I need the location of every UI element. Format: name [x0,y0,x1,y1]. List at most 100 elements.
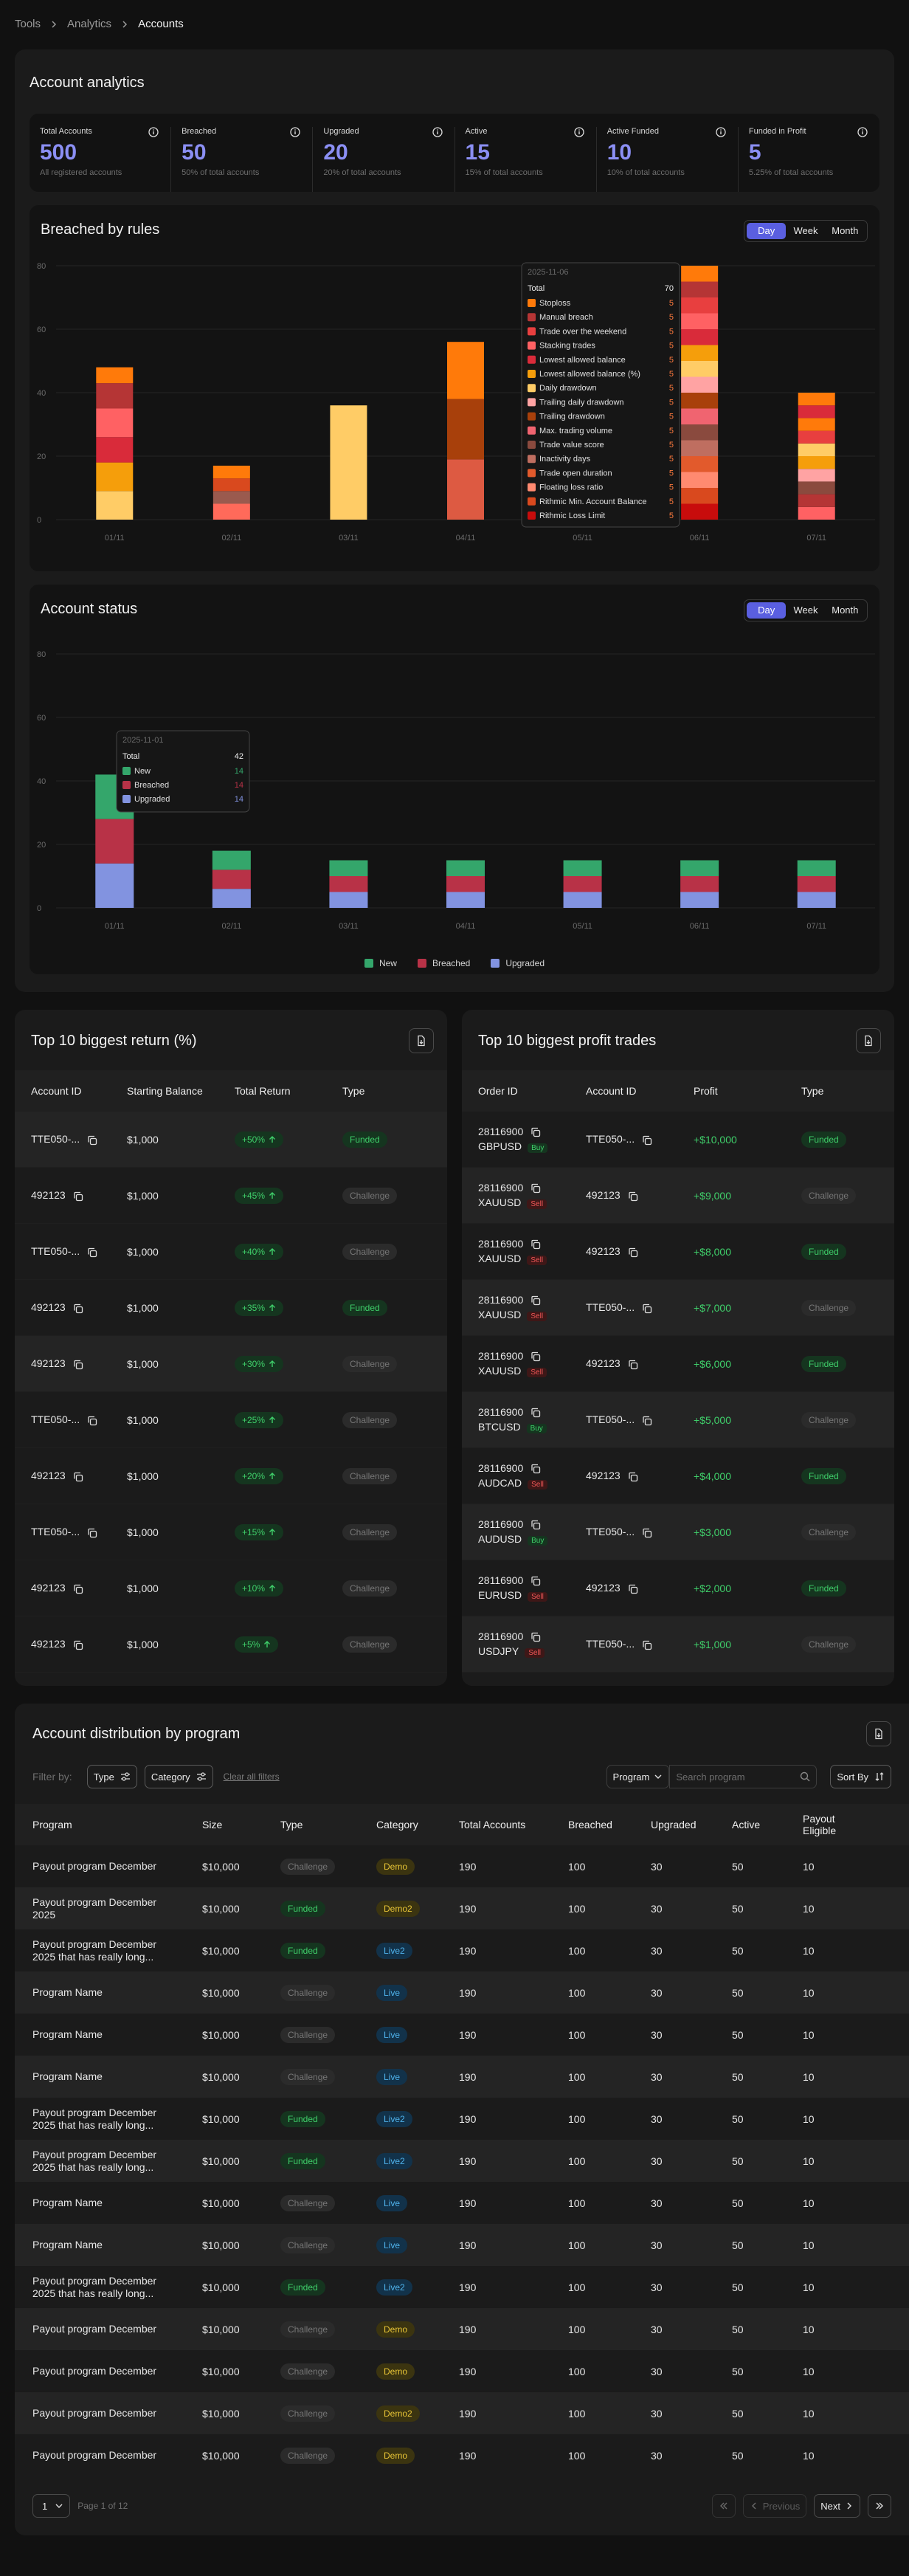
bar-segment[interactable] [681,472,719,489]
bar-segment[interactable] [329,892,368,909]
copy-icon[interactable] [642,1135,652,1146]
bar-segment[interactable] [680,860,719,877]
bar-segment[interactable] [681,376,719,393]
copy-icon[interactable] [530,1295,541,1306]
info-icon[interactable] [148,127,159,137]
breadcrumb-analytics[interactable]: Analytics [67,18,112,30]
search-input[interactable]: Search program [669,1765,818,1788]
bar-segment[interactable] [798,481,835,495]
bar-segment[interactable] [329,860,368,877]
bar-segment[interactable] [212,850,251,870]
copy-icon[interactable] [530,1351,541,1362]
bar-segment[interactable] [212,478,250,492]
copy-icon[interactable] [73,1584,83,1594]
bar-segment[interactable] [212,869,251,889]
info-icon[interactable] [290,127,300,137]
toggle-day[interactable]: Day [747,602,787,619]
info-icon[interactable] [432,127,443,137]
bar-segment[interactable] [797,860,836,877]
copy-icon[interactable] [73,1472,83,1482]
legend-item[interactable]: New [364,958,397,968]
bar-segment[interactable] [447,342,484,399]
bar-segment[interactable] [681,393,719,409]
legend-item[interactable]: Breached [417,958,470,968]
page-size-select[interactable]: 1 [32,2494,71,2518]
bar-segment[interactable] [681,361,719,377]
previous-button[interactable]: Previous [742,2494,807,2518]
bar-segment[interactable] [212,503,250,520]
bar-segment[interactable] [96,383,134,409]
bar-segment[interactable] [329,876,368,892]
program-select[interactable]: Program [606,1765,670,1788]
bar-segment[interactable] [447,459,484,520]
bar-segment[interactable] [681,329,719,345]
copy-icon[interactable] [628,1191,638,1202]
last-page-button[interactable] [868,2494,891,2518]
bar-segment[interactable] [681,313,719,330]
copy-icon[interactable] [642,1640,652,1650]
bar-segment[interactable] [798,405,835,419]
bar-segment[interactable] [681,266,719,282]
bar-segment[interactable] [95,819,134,864]
copy-icon[interactable] [628,1584,638,1594]
bar-segment[interactable] [681,408,719,425]
bar-segment[interactable] [681,345,719,362]
info-icon[interactable] [574,127,584,137]
bar-segment[interactable] [681,424,719,441]
info-icon[interactable] [857,127,868,137]
toggle-month[interactable]: Month [832,605,859,616]
copy-icon[interactable] [642,1528,652,1538]
bar-segment[interactable] [797,876,836,892]
bar-segment[interactable] [96,367,134,384]
bar-segment[interactable] [797,892,836,909]
copy-icon[interactable] [530,1464,541,1474]
bar-segment[interactable] [563,860,602,877]
copy-icon[interactable] [530,1632,541,1642]
copy-icon[interactable] [642,1304,652,1314]
bar-segment[interactable] [798,469,835,482]
toggle-week[interactable]: Week [793,225,818,236]
bar-segment[interactable] [96,462,134,492]
bar-segment[interactable] [798,430,835,444]
category-filter-button[interactable]: Category [144,1765,213,1788]
bar-segment[interactable] [681,456,719,472]
bar-segment[interactable] [563,892,602,909]
copy-icon[interactable] [628,1472,638,1482]
export-button[interactable] [856,1028,881,1053]
copy-icon[interactable] [530,1239,541,1250]
copy-icon[interactable] [530,1127,541,1137]
copy-icon[interactable] [87,1416,97,1426]
bar-segment[interactable] [95,863,134,908]
bar-segment[interactable] [680,876,719,892]
bar-segment[interactable] [681,503,719,520]
copy-icon[interactable] [628,1247,638,1258]
copy-icon[interactable] [87,1528,97,1538]
toggle-day[interactable]: Day [747,223,787,239]
bar-segment[interactable] [681,281,719,298]
bar-segment[interactable] [96,491,134,520]
bar-segment[interactable] [680,892,719,909]
type-filter-button[interactable]: Type [86,1765,137,1788]
copy-icon[interactable] [87,1135,97,1146]
copy-icon[interactable] [87,1247,97,1258]
bar-segment[interactable] [681,488,719,504]
copy-icon[interactable] [530,1576,541,1586]
breadcrumb-tools[interactable]: Tools [15,18,41,30]
bar-segment[interactable] [330,405,367,520]
copy-icon[interactable] [642,1416,652,1426]
clear-filters-link[interactable]: Clear all filters [223,1771,280,1782]
copy-icon[interactable] [530,1520,541,1530]
next-button[interactable]: Next [814,2494,860,2518]
copy-icon[interactable] [73,1304,83,1314]
bar-segment[interactable] [798,456,835,469]
bar-segment[interactable] [798,494,835,507]
copy-icon[interactable] [73,1191,83,1202]
copy-icon[interactable] [530,1183,541,1194]
sort-button[interactable]: Sort By [830,1765,891,1788]
copy-icon[interactable] [73,1640,83,1650]
bar-segment[interactable] [446,860,485,877]
copy-icon[interactable] [530,1408,541,1418]
bar-segment[interactable] [563,876,602,892]
bar-segment[interactable] [681,440,719,457]
bar-segment[interactable] [798,506,835,520]
